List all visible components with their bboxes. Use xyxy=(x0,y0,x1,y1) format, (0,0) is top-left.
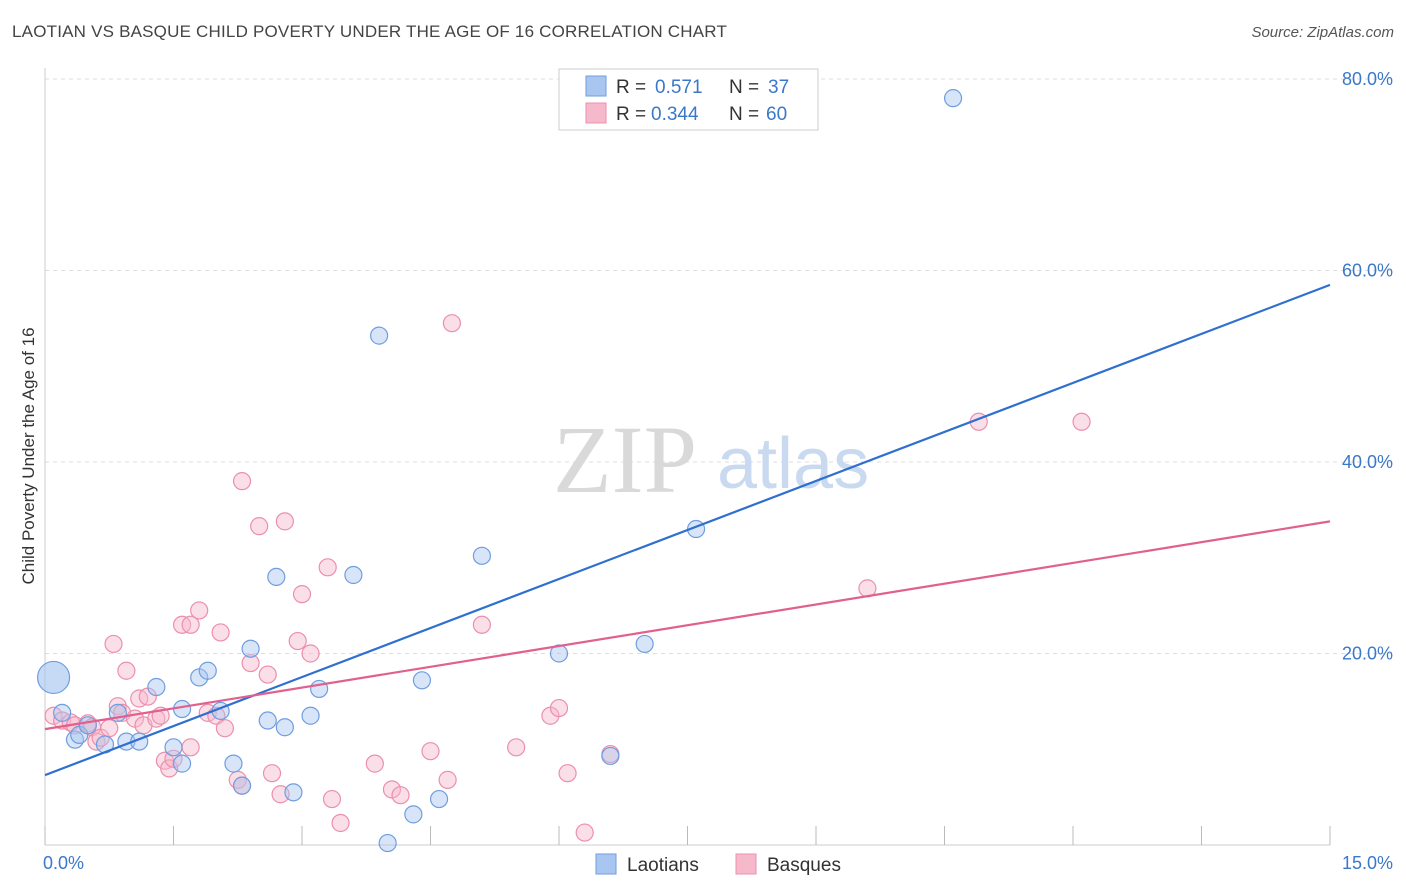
point-laotians-36 xyxy=(943,89,963,108)
point-basques-35 xyxy=(258,665,277,684)
point-basques-52 xyxy=(507,738,526,757)
point-basques-50 xyxy=(442,314,462,333)
point-laotians-26 xyxy=(370,326,389,345)
point-laotians-18 xyxy=(241,639,260,658)
point-basques-41 xyxy=(301,644,320,663)
point-basques-54 xyxy=(549,698,569,718)
trendlines xyxy=(44,283,1331,777)
point-laotians-0 xyxy=(36,660,71,695)
point-basques-38 xyxy=(275,512,294,531)
point-basques-34 xyxy=(250,517,269,536)
trendline-laotians xyxy=(44,283,1331,777)
stats-legend-r-label-basques: R = xyxy=(616,104,646,125)
point-laotians-20 xyxy=(267,567,286,587)
point-laotians-11 xyxy=(172,754,192,773)
point-basques-36 xyxy=(262,764,282,783)
point-laotians-10 xyxy=(164,738,183,757)
point-laotians-14 xyxy=(198,661,217,680)
point-laotians-23 xyxy=(301,706,320,725)
point-basques-24 xyxy=(181,738,200,757)
chart-title: LAOTIAN VS BASQUE CHILD POVERTY UNDER TH… xyxy=(12,22,728,41)
point-basques-49 xyxy=(438,770,457,789)
point-laotians-16 xyxy=(224,754,243,773)
bottom-legend-label-laotians: Laotians xyxy=(627,855,699,876)
y-tick-labels: 20.0% 40.0% 60.0% 80.0% xyxy=(1342,69,1393,664)
point-basques-33 xyxy=(241,653,260,673)
point-laotians-27 xyxy=(378,833,397,853)
point-basques-43 xyxy=(322,789,342,809)
x-ticks xyxy=(44,826,1331,845)
y-tick-label-40: 40.0% xyxy=(1342,452,1393,472)
point-basques-12 xyxy=(117,661,136,680)
point-basques-55 xyxy=(558,764,577,783)
gridlines xyxy=(45,78,1392,654)
point-basques-60 xyxy=(1072,412,1091,431)
stats-legend-swatch-basques xyxy=(585,102,607,124)
point-basques-51 xyxy=(472,615,491,634)
point-basques-32 xyxy=(232,472,252,491)
stats-legend-r-value-basques: 0.344 xyxy=(651,104,699,125)
chart-source: Source: ZipAtlas.com xyxy=(1251,24,1394,41)
point-laotians-17 xyxy=(232,776,252,795)
bottom-legend-swatch-laotians xyxy=(595,853,617,875)
stats-legend-n-value-laotians: 37 xyxy=(768,77,789,98)
point-basques-23 xyxy=(181,615,200,634)
stats-legend-n-value-basques: 60 xyxy=(766,104,787,125)
trendline-basques xyxy=(44,520,1331,731)
point-laotians-9 xyxy=(147,677,166,697)
y-tick-label-20: 20.0% xyxy=(1342,644,1393,664)
point-laotians-1 xyxy=(53,703,72,722)
stats-legend-r-value-laotians: 0.571 xyxy=(655,77,703,98)
point-basques-48 xyxy=(421,742,440,761)
y-tick-label-80: 80.0% xyxy=(1342,69,1393,89)
point-basques-9 xyxy=(104,634,123,654)
point-basques-56 xyxy=(575,823,594,842)
point-basques-39 xyxy=(288,631,307,651)
point-basques-40 xyxy=(292,585,312,604)
point-laotians-4 xyxy=(78,716,97,735)
point-laotians-19 xyxy=(258,711,277,730)
bottom-legend: Laotians Basques xyxy=(595,853,841,876)
stats-legend: R = 0.571 N = 37 R = 0.344 N = 60 xyxy=(558,68,819,131)
point-basques-45 xyxy=(365,754,384,773)
x-tick-label-max: 15.0% xyxy=(1342,853,1393,873)
point-basques-28 xyxy=(211,623,230,642)
point-basques-25 xyxy=(190,601,209,620)
point-basques-44 xyxy=(331,813,350,833)
stats-legend-r-label-laotians: R = xyxy=(616,77,646,98)
point-basques-29 xyxy=(215,719,234,738)
point-laotians-28 xyxy=(404,805,423,824)
watermark-atlas: atlas xyxy=(717,424,869,504)
bottom-legend-label-basques: Basques xyxy=(767,855,841,876)
bottom-legend-swatch-basques xyxy=(735,853,757,875)
y-tick-label-60: 60.0% xyxy=(1342,261,1393,281)
point-laotians-21 xyxy=(275,718,294,737)
series-laotians xyxy=(36,89,963,853)
series-basques xyxy=(44,314,1091,842)
point-laotians-25 xyxy=(344,565,363,585)
y-axis-title: Child Poverty Under the Age of 16 xyxy=(19,327,38,584)
point-laotians-33 xyxy=(601,746,620,766)
point-laotians-31 xyxy=(472,546,491,565)
point-laotians-22 xyxy=(284,783,303,802)
stats-legend-n-label-basques: N = xyxy=(729,104,759,125)
watermark-zip: ZIP xyxy=(553,406,697,513)
point-laotians-29 xyxy=(412,671,432,690)
stats-legend-n-label-laotians: N = xyxy=(729,77,759,98)
x-tick-label-min: 0.0% xyxy=(43,853,84,873)
point-basques-47 xyxy=(391,786,410,805)
point-laotians-30 xyxy=(429,789,449,809)
point-basques-8 xyxy=(100,719,119,738)
watermark: ZIP atlas xyxy=(553,406,869,513)
point-laotians-34 xyxy=(635,634,654,654)
stats-legend-swatch-laotians xyxy=(585,75,607,97)
point-basques-42 xyxy=(318,558,337,577)
